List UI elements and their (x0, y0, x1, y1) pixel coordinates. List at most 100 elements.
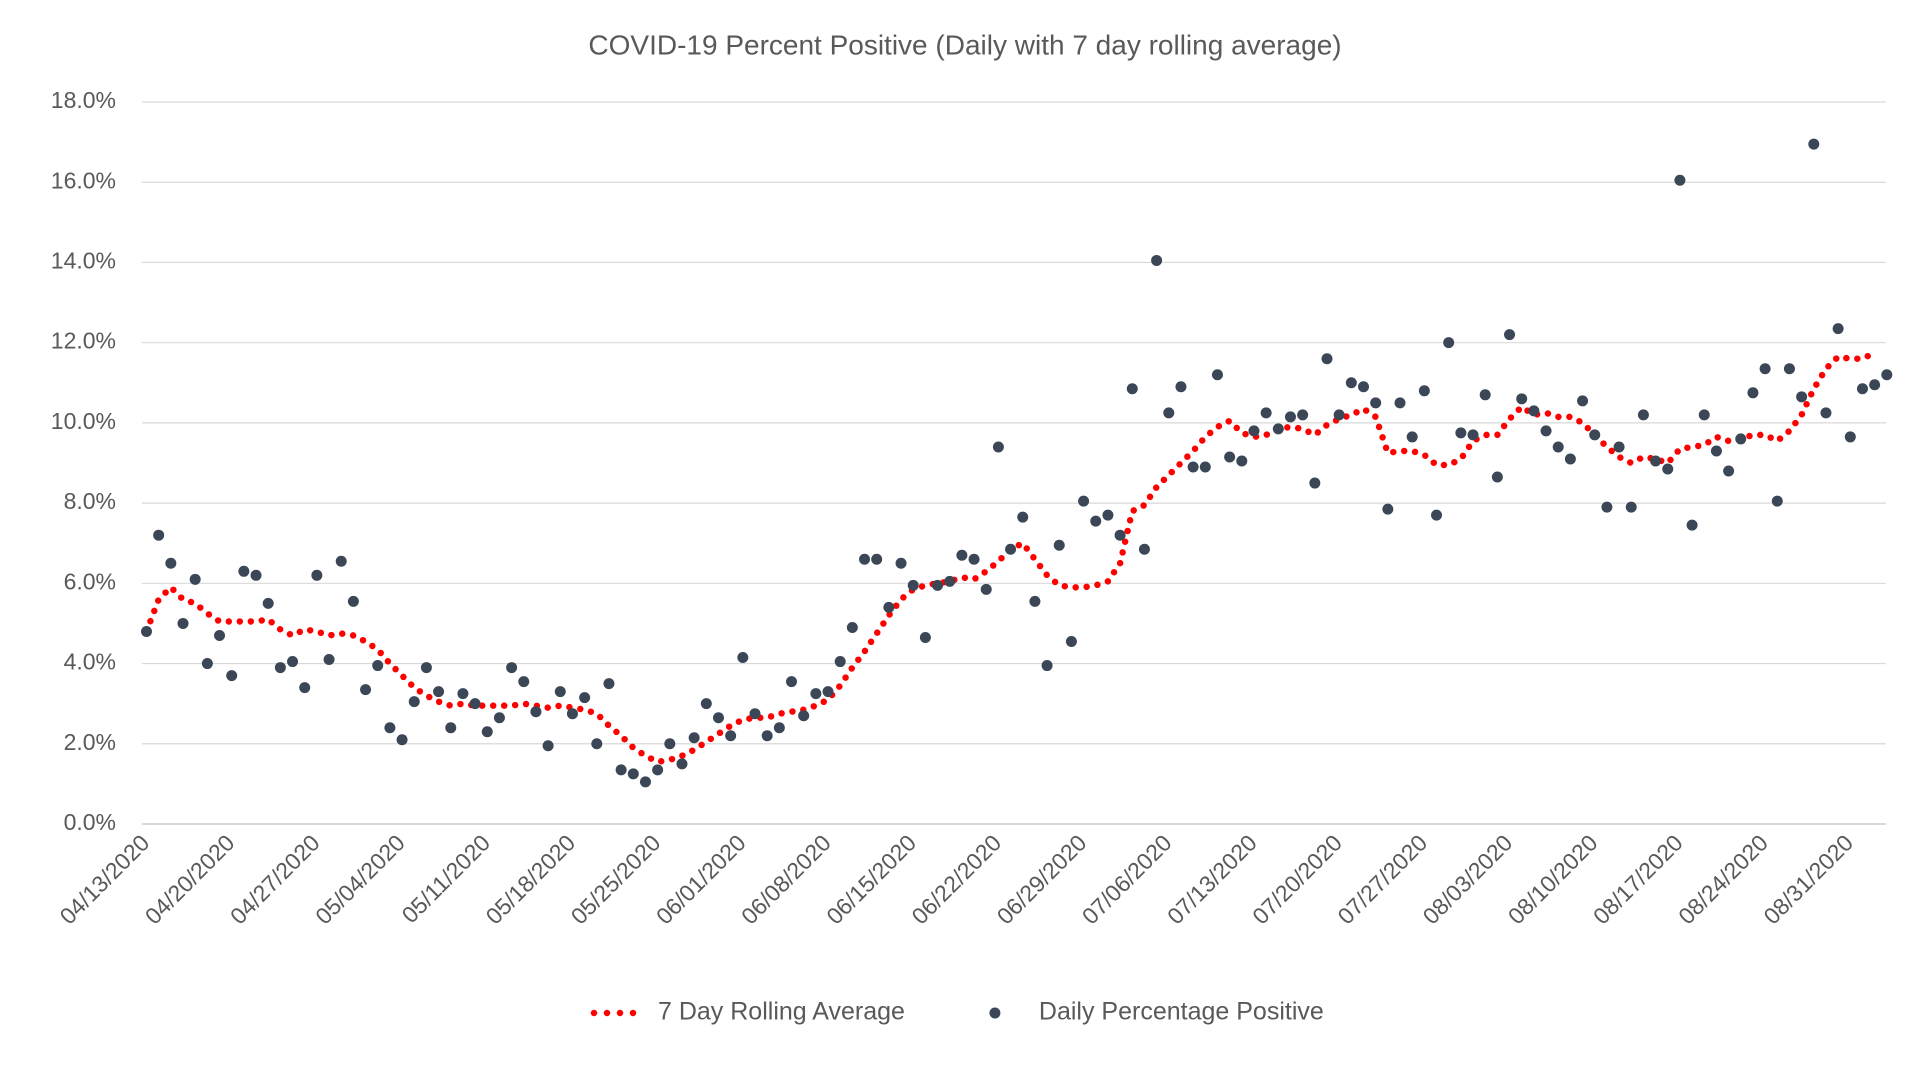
daily-point (542, 740, 554, 752)
daily-point (1613, 441, 1625, 453)
daily-point (944, 575, 956, 587)
daily-point (1175, 381, 1187, 393)
daily-point (639, 776, 651, 788)
daily-point (1272, 423, 1284, 435)
daily-point (1698, 409, 1710, 421)
y-tick-label: 8.0% (64, 488, 116, 514)
daily-point (1504, 329, 1516, 341)
daily-point (1783, 363, 1795, 375)
daily-point (1297, 409, 1309, 421)
legend-label: Daily Percentage Positive (1039, 998, 1324, 1026)
daily-point (566, 708, 578, 720)
daily-point (214, 629, 226, 641)
x-tick-label: 06/22/2020 (906, 829, 1006, 929)
daily-point (1589, 429, 1601, 441)
x-tick-label: 06/29/2020 (992, 829, 1092, 929)
daily-point (1418, 385, 1430, 397)
daily-point (676, 758, 688, 770)
daily-point (1625, 501, 1637, 513)
daily-point (664, 738, 676, 750)
y-tick-label: 4.0% (64, 649, 116, 675)
daily-point (1138, 543, 1150, 555)
daily-point (737, 652, 749, 664)
x-tick-label: 04/20/2020 (140, 829, 240, 929)
daily-point (445, 722, 457, 734)
daily-point (1443, 337, 1455, 349)
x-tick-label: 06/15/2020 (821, 829, 921, 929)
daily-point (347, 595, 359, 607)
daily-point (1577, 395, 1589, 407)
daily-point (1552, 441, 1564, 453)
daily-point (1601, 501, 1613, 513)
daily-point (1187, 461, 1199, 473)
daily-point (1358, 381, 1369, 393)
daily-point (457, 688, 469, 700)
daily-point (1735, 433, 1747, 445)
daily-point (1163, 407, 1175, 419)
daily-point (189, 573, 201, 585)
x-tick-label: 08/03/2020 (1418, 829, 1518, 929)
daily-point (250, 569, 262, 581)
daily-point (1869, 379, 1881, 391)
daily-point (1564, 453, 1576, 465)
daily-point (1771, 495, 1783, 507)
daily-point (408, 696, 420, 708)
x-tick-label: 08/10/2020 (1503, 829, 1603, 929)
daily-point (700, 698, 712, 710)
daily-point (919, 631, 931, 643)
y-tick-label: 14.0% (51, 248, 116, 274)
daily-point (1686, 519, 1698, 531)
daily-point (1102, 509, 1114, 521)
daily-point (786, 676, 798, 688)
daily-point (980, 583, 992, 595)
daily-point (1650, 455, 1662, 467)
daily-point (530, 706, 542, 718)
x-tick-label: 07/06/2020 (1077, 829, 1177, 929)
daily-point (1516, 393, 1528, 405)
y-tick-label: 10.0% (51, 408, 116, 434)
daily-point (1528, 405, 1540, 417)
daily-point (153, 529, 165, 541)
daily-point (1041, 660, 1053, 672)
daily-point (688, 732, 700, 744)
daily-point (1211, 369, 1223, 381)
daily-point (1820, 407, 1832, 419)
daily-point (1759, 363, 1771, 375)
daily-point (859, 553, 871, 565)
daily-point (773, 722, 785, 734)
daily-point (1662, 463, 1674, 475)
daily-point (1479, 389, 1491, 401)
daily-point (506, 662, 518, 674)
daily-point (1723, 465, 1735, 477)
daily-point (591, 738, 603, 750)
x-tick-label: 05/11/2020 (397, 829, 496, 928)
daily-point (141, 625, 152, 637)
daily-point (1199, 461, 1211, 473)
daily-point (177, 617, 189, 629)
daily-point (761, 730, 773, 742)
daily-point (493, 712, 505, 724)
daily-point (1078, 495, 1090, 507)
y-tick-label: 6.0% (64, 568, 116, 594)
daily-point (1017, 511, 1029, 523)
daily-point (1029, 595, 1041, 607)
x-tick-label: 08/17/2020 (1588, 829, 1688, 929)
daily-point (433, 686, 445, 698)
daily-point (1467, 429, 1479, 441)
daily-point (1382, 503, 1394, 515)
daily-point (712, 712, 724, 724)
daily-point (883, 601, 895, 613)
daily-point (968, 553, 980, 565)
daily-point (1491, 471, 1503, 483)
daily-point (165, 557, 177, 569)
daily-point (335, 555, 347, 567)
daily-point (1333, 409, 1345, 421)
daily-point (469, 698, 481, 710)
daily-point (274, 662, 286, 674)
daily-point (396, 734, 408, 746)
daily-point (1321, 353, 1333, 365)
daily-point (1394, 397, 1406, 409)
daily-point (1455, 427, 1467, 439)
daily-point (1345, 377, 1357, 389)
daily-point (1796, 391, 1808, 403)
